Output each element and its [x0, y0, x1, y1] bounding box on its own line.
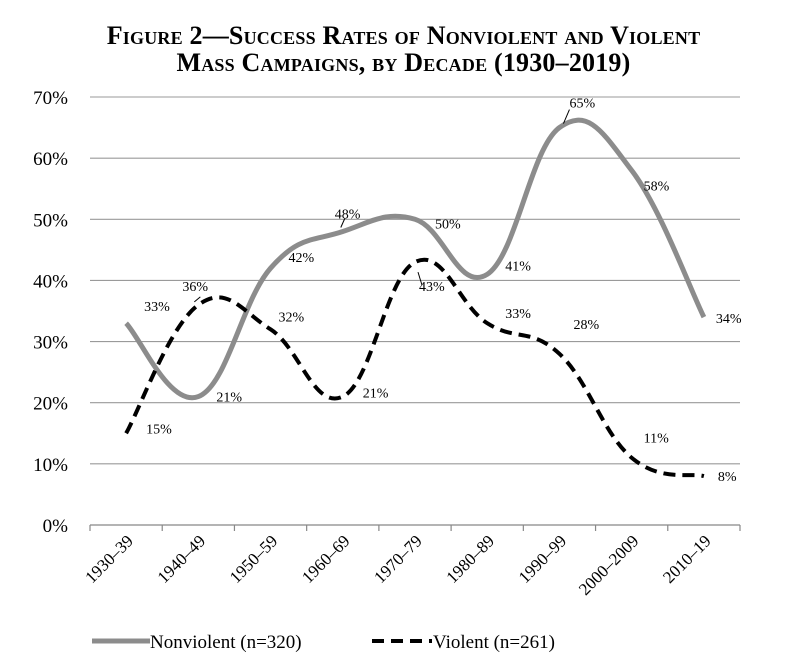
label-leader-line	[340, 218, 346, 228]
data-label: 48%	[335, 208, 361, 223]
data-label: 34%	[716, 312, 742, 327]
legend-label-violent: Violent (n=261)	[433, 632, 555, 653]
data-label: 15%	[146, 422, 172, 437]
x-axis: 1930–39 1940–49 1950–59 1960–69 1970–79 1980–…	[81, 524, 741, 599]
data-label: 33%	[144, 300, 170, 315]
y-tick-label: 30%	[33, 333, 68, 354]
data-label: 33%	[505, 307, 531, 322]
series-group	[124, 117, 707, 479]
data-label: 32%	[279, 310, 305, 325]
data-label: 43%	[419, 280, 445, 295]
y-tick-label: 70%	[33, 88, 68, 109]
x-tick-label: 1930–39	[81, 531, 137, 587]
legend: Nonviolent (n=320) Violent (n=261)	[92, 632, 555, 653]
y-axis: 0% 10% 20% 30% 40% 50% 60% 70%	[33, 88, 68, 537]
y-tick-label: 50%	[33, 210, 68, 231]
data-label: 58%	[644, 179, 670, 194]
data-label: 21%	[216, 391, 242, 406]
data-label: 50%	[435, 217, 461, 232]
x-tick-label: 1990–99	[515, 531, 571, 587]
x-tick-label: 1940–49	[154, 531, 210, 587]
y-tick-label: 40%	[33, 271, 68, 292]
data-label: 8%	[718, 470, 737, 485]
data-label: 65%	[569, 97, 595, 112]
x-tick-label: 2010–19	[659, 531, 715, 587]
label-leader-line	[562, 109, 570, 124]
x-tick-label: 1960–69	[298, 531, 354, 587]
x-tick-label: 2000–2009	[575, 531, 643, 599]
label-leader-line	[417, 271, 423, 286]
x-tick-label: 1950–59	[226, 531, 282, 587]
data-labels: 33% 21% 42% 48% 50% 41% 65% 58% 34% 15% 36% 32% 21% 4…	[144, 97, 742, 486]
legend-label-nonviolent: Nonviolent (n=320)	[150, 632, 302, 653]
x-tick-label: 1970–79	[370, 531, 426, 587]
series-line-nonviolent	[124, 117, 707, 401]
data-label: 36%	[182, 280, 208, 295]
y-tick-label: 20%	[33, 394, 68, 415]
data-label: 41%	[505, 259, 531, 274]
y-tick-label: 10%	[33, 455, 68, 476]
data-label: 28%	[573, 318, 599, 333]
series-line-violent	[124, 257, 705, 479]
y-tick-label: 0%	[43, 516, 69, 537]
y-tick-label: 60%	[33, 149, 68, 170]
data-label: 42%	[289, 251, 315, 266]
x-tick-label: 1980–89	[443, 531, 499, 587]
chart-title-line-1: Figure 2—Success Rates of Nonviolent and…	[106, 21, 701, 50]
label-leader-line	[194, 296, 201, 303]
data-label: 11%	[644, 432, 669, 447]
data-label: 21%	[363, 387, 389, 402]
chart-title-line-2: Mass Campaigns, by Decade (1930–2019)	[176, 48, 631, 77]
gridlines	[90, 96, 740, 465]
